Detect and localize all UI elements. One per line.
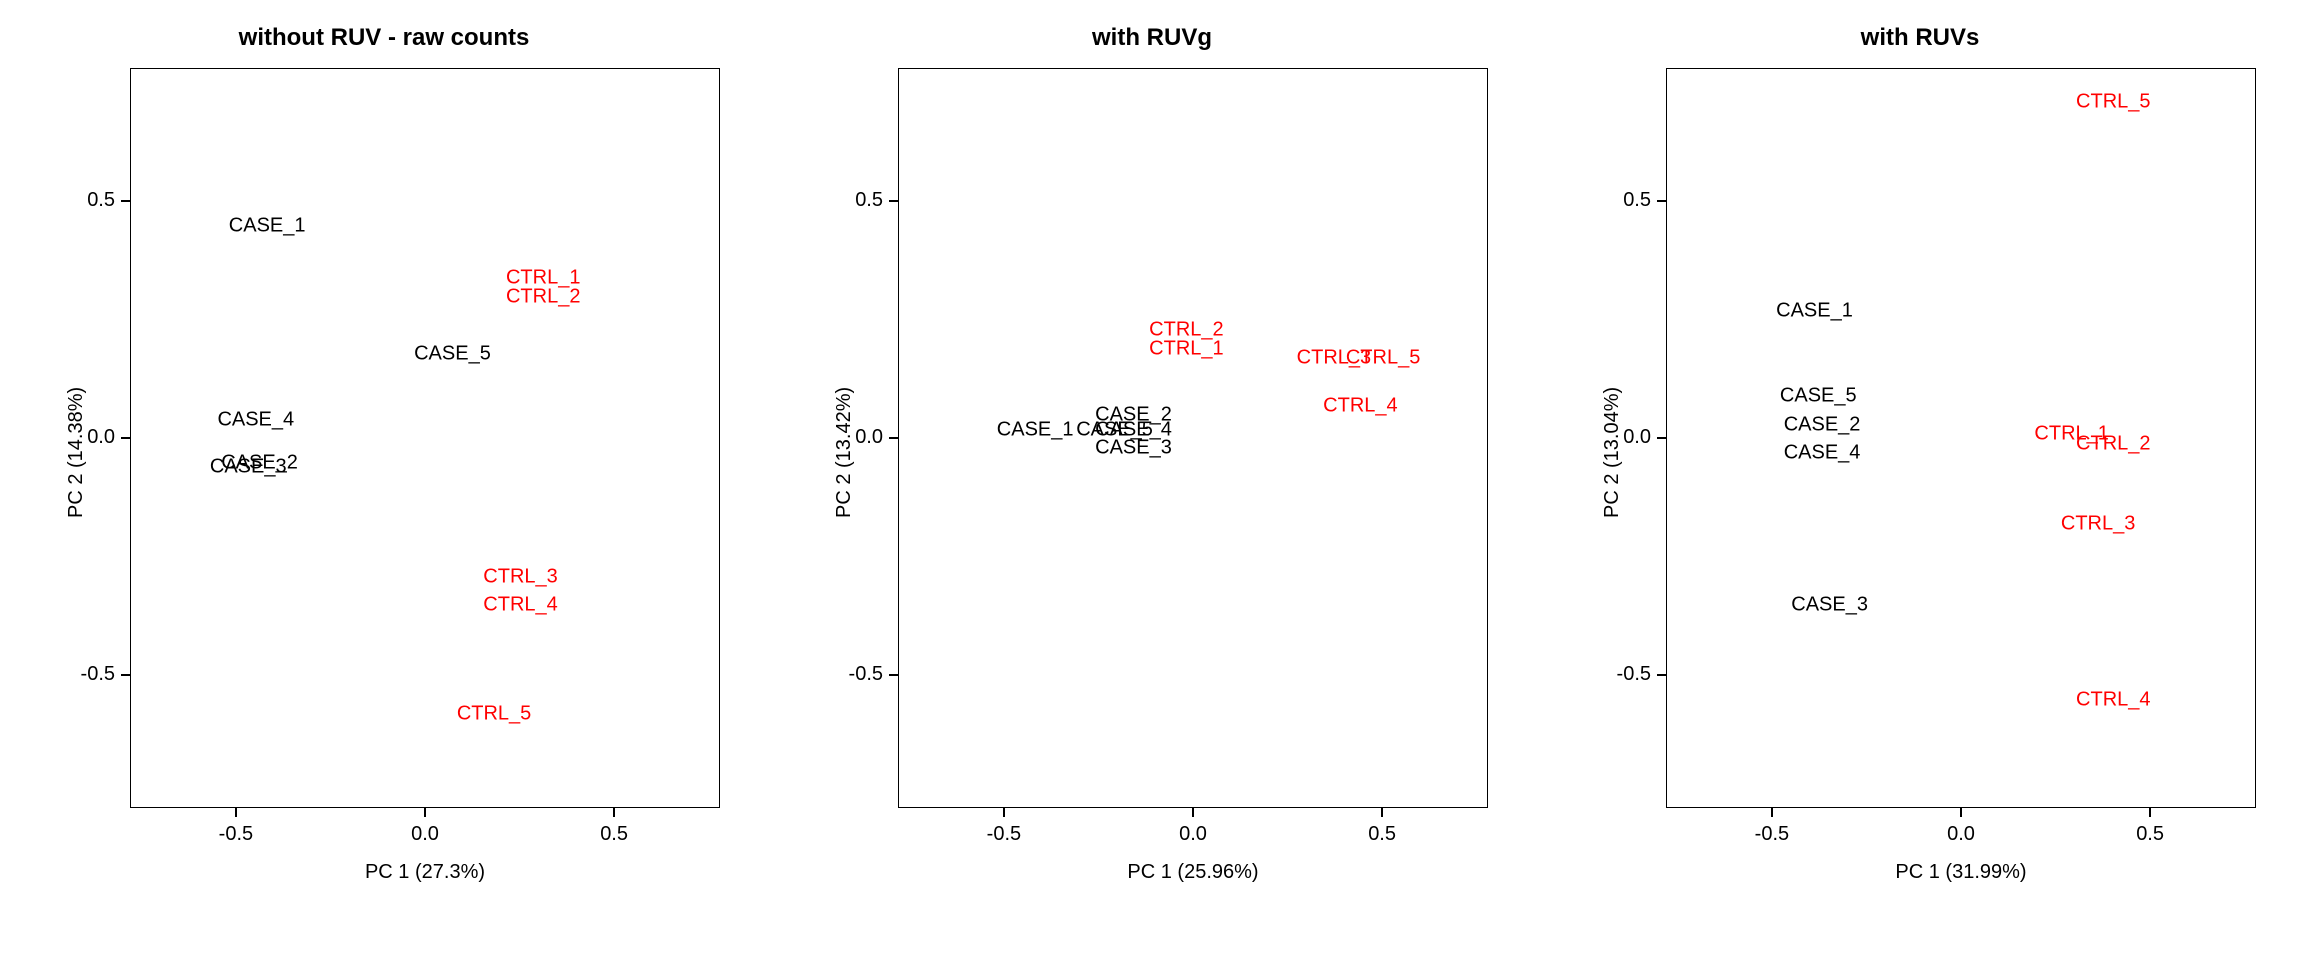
y-axis-label: PC 2 (13.42%) [833,387,856,518]
x-tick [424,808,426,817]
panel-title: without RUV - raw counts [0,24,768,52]
x-tick-label: 0.0 [1153,823,1233,846]
y-tick-label: 0.0 [1623,426,1651,449]
pca-point-label: CASE_2 [1784,413,1861,436]
x-tick [1003,808,1005,817]
x-tick [613,808,615,817]
pca-point-label: CTRL_5 [457,703,531,726]
x-tick-label: -0.5 [964,823,1044,846]
y-tick [121,437,130,439]
x-tick-label: 0.5 [574,823,654,846]
y-tick [889,437,898,439]
y-tick [1657,437,1666,439]
plot-area: CASE_1CASE_5CASE_4CASE_2CASE_3CTRL_1CTRL… [130,68,720,808]
figure-row: without RUV - raw counts CASE_1 CASE_5 CASE… [0,0,2304,960]
y-tick-label: 0.0 [855,426,883,449]
pca-point-label: CTRL_3 [2061,513,2135,536]
pca-point-label: CTRL_4 [2076,688,2150,711]
pca-point-label: CASE_4 [1784,442,1861,465]
y-axis-label: PC 2 (14.38%) [65,387,88,518]
y-tick-label: -0.5 [81,663,115,686]
y-tick [889,674,898,676]
panel-title: with RUVg [768,24,1536,52]
pca-point-label: CTRL_4 [1323,394,1397,417]
pca-point-label: CASE_3 [1791,594,1868,617]
x-tick [1960,808,1962,817]
x-tick [2149,808,2151,817]
pca-point-label: CTRL_2 [2076,432,2150,455]
pca-panel: with RUVg CASE_1CASE_2CASE_4CASE_5CASE_3C… [768,0,1536,960]
y-axis-label: PC 2 (13.04%) [1601,387,1624,518]
pca-point-label: CASE_4 [217,409,294,432]
x-tick [1192,808,1194,817]
plot-area: CASE_1CASE_2CASE_4CASE_5CASE_3CTRL_2CTRL… [898,68,1488,808]
y-tick-label: 0.5 [855,189,883,212]
pca-point-label: CASE_5 [1780,385,1857,408]
pca-panel: without RUV - raw counts CASE_1 CASE_5 CASE… [0,0,768,960]
pca-point-label: CASE_3 [1095,437,1172,460]
y-tick-label: -0.5 [1617,663,1651,686]
x-axis-label: PC 1 (25.96%) [898,861,1488,884]
x-tick-label: 0.5 [2110,823,2190,846]
pca-point-label: CTRL_1 [1149,337,1223,360]
y-tick-label: 0.5 [87,189,115,212]
y-tick-label: 0.5 [1623,189,1651,212]
y-tick [889,200,898,202]
x-tick-label: -0.5 [1732,823,1812,846]
y-tick [1657,674,1666,676]
y-tick [121,674,130,676]
y-tick [1657,200,1666,202]
x-tick-label: 0.0 [1921,823,2001,846]
plot-area: CTRL_5 CASE_1 CASE_5 CASE_2 CASE_4 CASE_3 CTRL… [1666,68,2256,808]
panel-title: with RUVs [1536,24,2304,52]
pca-point-label: CTRL_2 [506,285,580,308]
pca-point-label: CTRL_4 [483,594,557,617]
pca-point-label: CASE_1 [229,214,306,237]
pca-point-label: CASE_1 [1776,299,1853,322]
y-tick-label: -0.5 [849,663,883,686]
x-tick [1381,808,1383,817]
x-tick [1771,808,1773,817]
x-tick-label: -0.5 [196,823,276,846]
pca-panel: with RUVsCTRL_5CASE_1CASE_5CASE_2CASE_4C… [1536,0,2304,960]
x-axis-label: PC 1 (27.3%) [130,861,720,884]
pca-point-label: CASE_5 [414,342,491,365]
x-tick [235,808,237,817]
y-tick [121,200,130,202]
pca-point-label: CTRL_5 [1346,347,1420,370]
pca-point-label: CTRL_3 [483,565,557,588]
x-tick-label: 0.5 [1342,823,1422,846]
x-axis-label: PC 1 (31.99%) [1666,861,2256,884]
pca-point-label: CASE_3 [210,456,287,479]
y-tick-label: 0.0 [87,426,115,449]
pca-point-label: CASE_1 [997,418,1074,441]
pca-point-label: CTRL_5 [2076,91,2150,114]
x-tick-label: 0.0 [385,823,465,846]
